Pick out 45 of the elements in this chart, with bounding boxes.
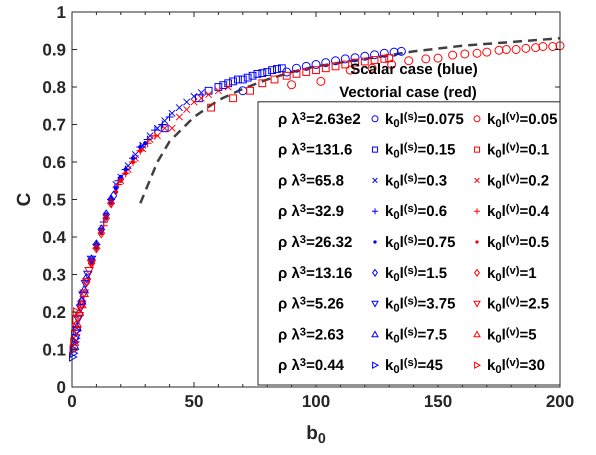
annotation: ρ λ$^{3}$=5.26 [278, 295, 344, 313]
y-tick-label: 0.8 [42, 78, 66, 97]
legend-label: k$_{0}$l$^{(v)}$=0.1 [487, 141, 550, 161]
y-tick-label: 0.4 [42, 228, 67, 247]
legend-label: k$_{0}$l$^{(s)}$=0.6 [385, 202, 448, 222]
annotation: ρ λ$^{3}$=65.8 [278, 172, 344, 190]
legend-label: k$_{0}$l$^{(v)}$=30 [487, 356, 545, 376]
annotation: ρ λ$^{3}$=0.44 [278, 356, 345, 374]
y-tick-label: 0.5 [42, 190, 66, 210]
x-tick-label: 150 [424, 392, 452, 411]
legend-label: k$_{0}$l$^{(v)}$=2.5 [487, 295, 550, 315]
y-axis-title: C [14, 192, 35, 206]
legend-label: k$_{0}$l$^{(s)}$=3.75 [385, 295, 456, 315]
legend-label: k$_{0}$l$^{(s)}$=0.3 [385, 172, 448, 192]
legend-label: k$_{0}$l$^{(v)}$=5 [487, 326, 537, 346]
y-tick-label: 0.3 [42, 266, 66, 284]
legend-label: k$_{0}$l$^{(v)}$=0.5 [487, 234, 550, 254]
annotation: ρ λ$^{3}$=2.63 [278, 326, 344, 344]
y-tick-label: 1 [56, 3, 66, 22]
annotation: ρ λ$^{3}$=2.63e2 [278, 110, 361, 128]
legend-label: k$_{0}$l$^{(v)}$=0.05 [487, 110, 558, 130]
legend-label: k$_{0}$l$^{(v)}$=1 [487, 264, 537, 284]
annotation: ρ λ$^{3}$=32.9 [278, 202, 344, 220]
legend-label: k$_{0}$l$^{(s)}$=0.075 [385, 110, 464, 130]
annotation: ρ λ$^{3}$=131.6 [278, 141, 352, 159]
y-tick-label: 0.7 [42, 116, 66, 134]
y-tick-label: 0.9 [42, 40, 66, 60]
x-axis-title: b$_{0}$ [306, 423, 326, 448]
x-tick-label: 200 [546, 392, 574, 411]
y-tick-label: 0.6 [42, 153, 66, 172]
legend-label: k$_{0}$l$^{(s)}$=0.15 [385, 141, 456, 161]
legend-label: k$_{0}$l$^{(s)}$=1.5 [385, 264, 448, 284]
y-tick-label: 0 [56, 378, 66, 397]
legend-label: k$_{0}$l$^{(s)}$=7.5 [385, 326, 448, 346]
annotation: Vectorial case (red) [339, 84, 477, 101]
annotation: ρ λ$^{3}$=26.32 [278, 234, 352, 251]
x-tick-label: 50 [184, 392, 204, 411]
legend-label: k$_{0}$l$^{(v)}$=0.2 [487, 172, 550, 192]
x-tick-label: 100 [302, 392, 330, 411]
y-tick-label: 0.2 [42, 303, 66, 322]
legend-label: k$_{0}$l$^{(v)}$=0.4 [487, 202, 550, 222]
legend-label: k$_{0}$l$^{(s)}$=0.75 [385, 234, 456, 254]
y-tick-label: 0.1 [42, 340, 66, 360]
annotation: ρ λ$^{3}$=13.16 [278, 264, 352, 282]
legend-label: k$_{0}$l$^{(s)}$=45 [385, 356, 443, 376]
